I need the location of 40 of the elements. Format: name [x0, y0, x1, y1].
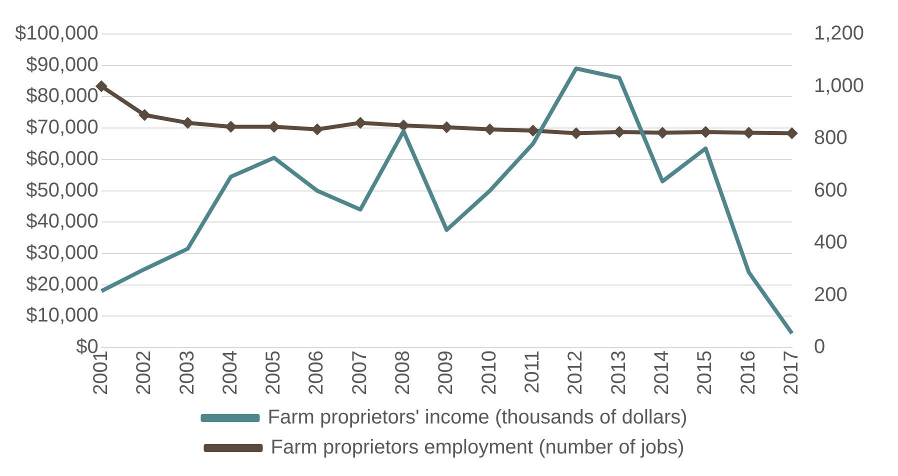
point — [182, 116, 194, 129]
x-tick-label: 2010 — [478, 350, 500, 396]
x-tick-label: 2004 — [219, 350, 242, 396]
y-tick-label: $20,000 — [26, 273, 98, 296]
x-tick-label: 2006 — [306, 350, 328, 396]
y2-tick-label: 800 — [814, 127, 848, 150]
x-tick-label: 2005 — [262, 350, 285, 396]
y2-tick-label: 1,000 — [814, 74, 864, 97]
y-tick-label: $10,000 — [26, 304, 98, 327]
point — [354, 116, 366, 129]
y-tick-label: $30,000 — [26, 242, 98, 264]
point — [311, 123, 324, 136]
point — [527, 124, 539, 137]
x-tick-label: 2014 — [650, 350, 673, 396]
y2-tick-label: 1,200 — [814, 22, 864, 45]
legend-label: Farm proprietors' income (thousands of dollars) — [268, 406, 688, 429]
x-tick-label: 2011 — [522, 350, 544, 394]
y-tick-label: $80,000 — [26, 85, 98, 108]
x-tick-label: 2013 — [608, 350, 630, 396]
y-tick-label: $60,000 — [26, 148, 98, 170]
x-tick-label: 2009 — [435, 350, 458, 396]
y2-tick-label: 200 — [814, 284, 848, 306]
y-tick-label: $90,000 — [26, 54, 98, 76]
x-tick-label: 2002 — [133, 350, 156, 396]
y2-tick-label: 400 — [814, 232, 848, 254]
y-tick-label: $50,000 — [26, 179, 98, 202]
y-tick-label: $100,000 — [14, 22, 98, 45]
y-tick-label: $40,000 — [26, 210, 98, 233]
x-tick-label: 2017 — [780, 350, 802, 396]
y-tick-label: $70,000 — [26, 116, 98, 139]
x-tick-label: 2015 — [694, 350, 716, 396]
x-tick-label: 2003 — [176, 350, 198, 396]
x-tick-label: 2016 — [737, 350, 760, 396]
x-tick-label: 2007 — [348, 350, 371, 396]
x-tick-label: 2012 — [564, 350, 587, 396]
y2-tick-label: 0 — [814, 336, 826, 358]
point — [138, 108, 151, 121]
y2-tick-label: 600 — [814, 179, 848, 202]
x-tick-label: 2008 — [392, 350, 414, 396]
legend-label: Farm proprietors employment (number of jobs) — [270, 436, 684, 459]
